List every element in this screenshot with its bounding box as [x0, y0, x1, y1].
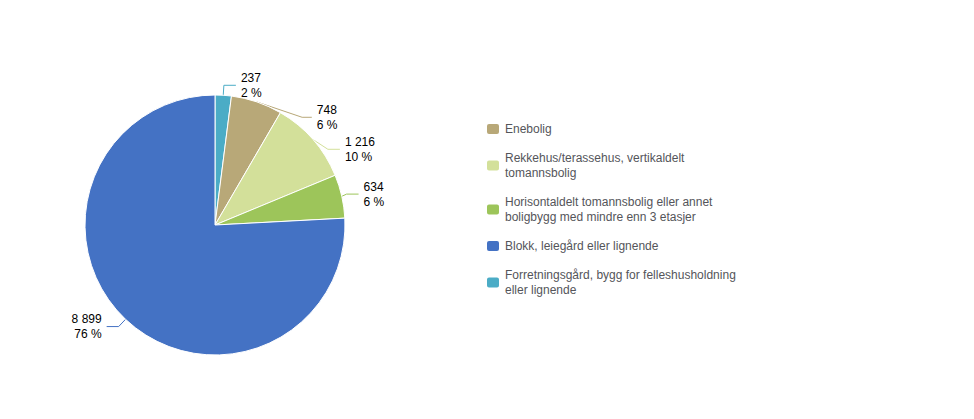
svg-text:634: 634	[364, 180, 384, 194]
svg-text:Rekkehus/terassehus, vertikald: Rekkehus/terassehus, vertikaldelt	[505, 151, 685, 165]
svg-text:10 %: 10 %	[345, 150, 373, 164]
svg-text:Forretningsgård, bygg for fell: Forretningsgård, bygg for felleshusholdn…	[505, 268, 736, 282]
svg-text:6 %: 6 %	[317, 118, 338, 132]
svg-text:237: 237	[241, 71, 261, 85]
svg-text:6 %: 6 %	[364, 195, 385, 209]
svg-text:Blokk, leiegård eller lignende: Blokk, leiegård eller lignende	[505, 239, 659, 253]
svg-text:tomannsbolig: tomannsbolig	[505, 166, 576, 180]
svg-text:Horisontaldelt tomannsbolig el: Horisontaldelt tomannsbolig eller annet	[505, 195, 713, 209]
svg-text:8 899: 8 899	[72, 312, 102, 326]
svg-text:76 %: 76 %	[74, 327, 102, 341]
svg-text:eller lignende: eller lignende	[505, 283, 577, 297]
svg-text:boligbygg med mindre enn 3 eta: boligbygg med mindre enn 3 etasjer	[505, 210, 696, 224]
svg-text:Enebolig: Enebolig	[505, 122, 552, 136]
svg-text:748: 748	[317, 103, 337, 117]
svg-text:2 %: 2 %	[241, 86, 262, 100]
svg-text:1 216: 1 216	[345, 135, 375, 149]
